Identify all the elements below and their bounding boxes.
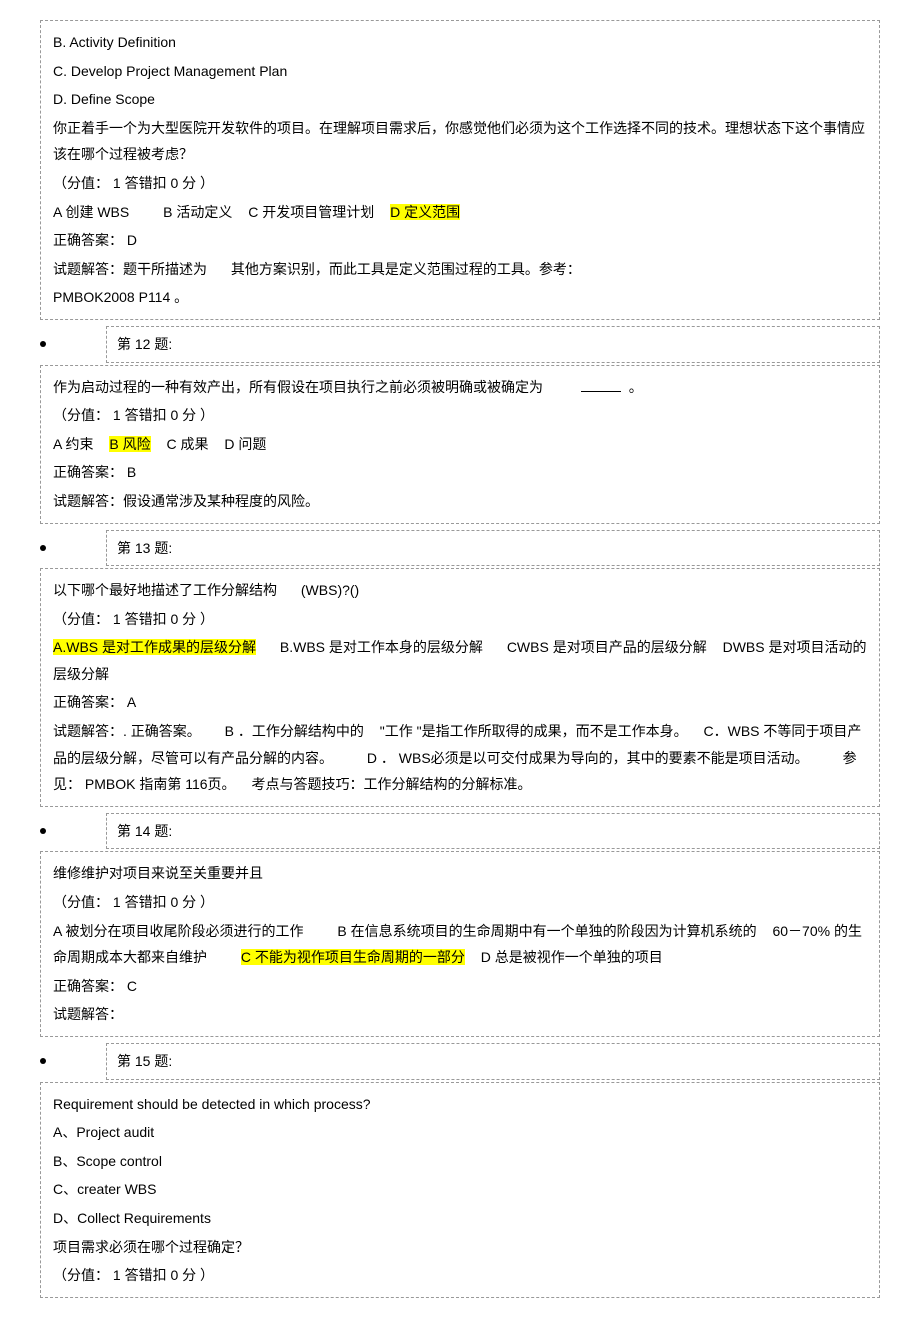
q15-enC: C、creater WBS — [53, 1176, 867, 1203]
q14-header-row: 第 14 题: — [40, 813, 880, 850]
q14-a: A 被划分在项目收尾阶段必须进行的工作 — [53, 923, 303, 939]
q14-header-box: 第 14 题: — [106, 813, 880, 850]
q11-explain: 试题解答：题干所描述为 其他方案识别，而此工具是定义范围过程的工具。参考： — [53, 256, 867, 283]
q12-options: A 约束 B 风险 C 成果 D 问题 — [53, 431, 867, 458]
q12-text: 作为启动过程的一种有效产出，所有假设在项目执行之前必须被明确或被确定为 。 — [53, 374, 867, 401]
q12-header-box: 第 12 题: — [106, 326, 880, 363]
q15-header-box: 第 15 题: — [106, 1043, 880, 1080]
q15-enA: A、Project audit — [53, 1119, 867, 1146]
q15-enD: D、Collect Requirements — [53, 1205, 867, 1232]
q13-t2: (WBS)?() — [301, 582, 359, 598]
q13-header-box: 第 13 题: — [106, 530, 880, 567]
q13-text: 以下哪个最好地描述了工作分解结构 (WBS)?() — [53, 577, 867, 604]
q12-score: （分值： 1 答错扣 0 分 ） — [53, 402, 867, 429]
q14-c: C 不能为视作项目生命周期的一部分 — [241, 949, 465, 965]
q13-score: （分值： 1 答错扣 0 分 ） — [53, 606, 867, 633]
q11-score: （分值： 1 答错扣 0 分 ） — [53, 170, 867, 197]
q14-d: D 总是被视作一个单独的项目 — [481, 949, 663, 965]
q13-options-line1: A.WBS 是对工作成果的层级分解 B.WBS 是对工作本身的层级分解 CWBS… — [53, 634, 867, 687]
q13-e1: 试题解答：. 正确答案。 — [53, 723, 201, 739]
bullet-icon — [40, 828, 46, 834]
q14-text: 维修维护对项目来说至关重要并且 — [53, 860, 867, 887]
question-12-box: 作为启动过程的一种有效产出，所有假设在项目执行之前必须被明确或被确定为 。 （分… — [40, 365, 880, 524]
q11-cn-a: A 创建 WBS — [53, 204, 129, 220]
q13-b: B.WBS 是对工作本身的层级分解 — [280, 639, 483, 655]
q15-en1: Requirement should be detected in which … — [53, 1091, 867, 1118]
q15-score: （分值： 1 答错扣 0 分 ） — [53, 1262, 867, 1289]
bullet-icon — [40, 341, 46, 347]
q11-opt-c: C. Develop Project Management Plan — [53, 58, 867, 85]
q13-e7: 考点与答题技巧：工作分解结构的分解标准。 — [251, 776, 531, 792]
q13-a: A.WBS 是对工作成果的层级分解 — [53, 639, 256, 655]
q13-header-row: 第 13 题: — [40, 530, 880, 567]
q11-cn-text: 你正着手一个为大型医院开发软件的项目。在理解项目需求后，你感觉他们必须为这个工作… — [53, 115, 867, 168]
q11-exp2: 其他方案识别，而此工具是定义范围过程的工具。参考： — [231, 261, 581, 277]
q11-cn-d: D 定义范围 — [390, 204, 460, 220]
q12-answer: 正确答案： B — [53, 459, 867, 486]
q13-e2: B ．工作分解结构中的 — [225, 723, 364, 739]
q11-cn-options: A 创建 WBS B 活动定义 C 开发项目管理计划 D 定义范围 — [53, 199, 867, 226]
q12-text1: 作为启动过程的一种有效产出，所有假设在项目执行之前必须被明确或被确定为 — [53, 379, 543, 395]
q15-cn1: 项目需求必须在哪个过程确定？ — [53, 1234, 867, 1261]
q11-opt-b: B. Activity Definition — [53, 29, 867, 56]
q11-answer: 正确答案： D — [53, 227, 867, 254]
q12-c: C 成果 — [166, 436, 208, 452]
q14-b: B 在信息系统项目的生命周期中有一个单独的阶段因为计算机系统的 — [337, 923, 756, 939]
q12-d: D 问题 — [224, 436, 266, 452]
q14-header-text: 第 14 题: — [117, 823, 172, 839]
q11-cn-c: C 开发项目管理计划 — [248, 204, 374, 220]
question-11-box: B. Activity Definition C. Develop Projec… — [40, 20, 880, 320]
q11-opt-d: D. Define Scope — [53, 86, 867, 113]
bullet-icon — [40, 1058, 46, 1064]
question-14-box: 维修维护对项目来说至关重要并且 （分值： 1 答错扣 0 分 ） A 被划分在项… — [40, 851, 880, 1037]
q12-explain: 试题解答：假设通常涉及某种程度的风险。 — [53, 488, 867, 515]
blank-line — [581, 391, 621, 392]
q12-b: B 风险 — [109, 436, 150, 452]
q15-header-text: 第 15 题: — [117, 1053, 172, 1069]
q13-t1: 以下哪个最好地描述了工作分解结构 — [53, 582, 277, 598]
q13-e5: D ． WBS必须是以可交付成果为导向的，其中的要素不能是项目活动。 — [367, 750, 809, 766]
q12-a: A 约束 — [53, 436, 93, 452]
question-15-box: Requirement should be detected in which … — [40, 1082, 880, 1298]
q13-c: CWBS 是对项目产品的层级分解 — [507, 639, 707, 655]
q11-cn-b: B 活动定义 — [163, 204, 232, 220]
q14-explain: 试题解答： — [53, 1001, 867, 1028]
bullet-icon — [40, 545, 46, 551]
q11-exp1: 试题解答：题干所描述为 — [53, 261, 207, 277]
q14-answer: 正确答案： C — [53, 973, 867, 1000]
q13-e3: "工作 "是指工作所取得的成果，而不是工作本身。 — [380, 723, 688, 739]
q12-text2: 。 — [629, 379, 643, 395]
q14-score: （分值： 1 答错扣 0 分 ） — [53, 889, 867, 916]
q11-explain3: PMBOK2008 P114 。 — [53, 284, 867, 311]
q15-header-row: 第 15 题: — [40, 1043, 880, 1080]
q14-options: A 被划分在项目收尾阶段必须进行的工作 B 在信息系统项目的生命周期中有一个单独… — [53, 918, 867, 971]
q13-explain: 试题解答：. 正确答案。 B ．工作分解结构中的 "工作 "是指工作所取得的成果… — [53, 718, 867, 798]
q13-header-text: 第 13 题: — [117, 540, 172, 556]
q13-answer: 正确答案： A — [53, 689, 867, 716]
q12-header-row: 第 12 题: — [40, 326, 880, 363]
question-13-box: 以下哪个最好地描述了工作分解结构 (WBS)?() （分值： 1 答错扣 0 分… — [40, 568, 880, 807]
q15-enB: B、Scope control — [53, 1148, 867, 1175]
q12-header-text: 第 12 题: — [117, 336, 172, 352]
